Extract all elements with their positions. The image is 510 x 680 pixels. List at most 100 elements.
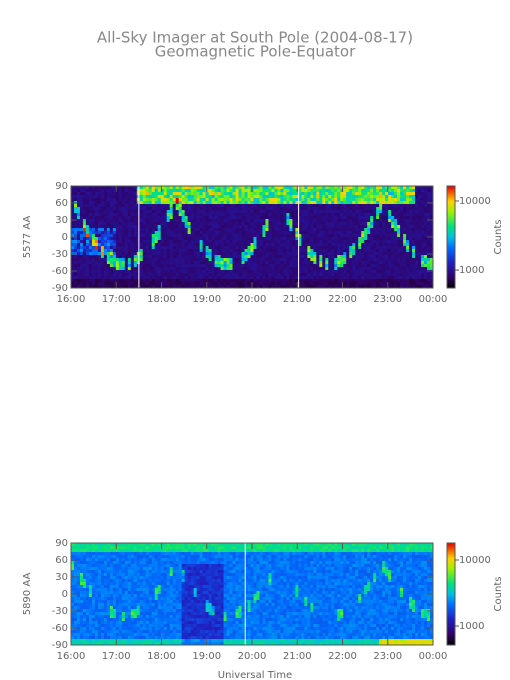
heatmap-cell [226, 267, 231, 271]
heatmap-cell [283, 249, 287, 253]
heatmap-cell [130, 261, 135, 265]
heatmap-cell [148, 219, 153, 223]
heatmap-cell [121, 588, 126, 592]
heatmap-cell [178, 234, 183, 238]
heatmap-cell [109, 234, 114, 238]
heatmap-cell [115, 273, 120, 277]
heatmap-cell [121, 204, 126, 208]
heatmap-cell [106, 627, 111, 631]
heatmap-cell [211, 282, 216, 286]
heatmap-cell [136, 612, 141, 616]
heatmap-cell [100, 624, 105, 628]
heatmap-cell [85, 570, 90, 574]
heatmap-cell [76, 228, 81, 232]
heatmap-cell [400, 201, 404, 205]
heatmap-cell [421, 198, 425, 202]
heatmap-cell [382, 273, 386, 277]
heatmap-cell [112, 603, 117, 607]
heatmap-cell [304, 216, 308, 220]
heatmap-cell [232, 249, 237, 253]
heatmap-cell [100, 285, 105, 289]
heatmap-cell [370, 276, 374, 280]
heatmap-cell [247, 249, 252, 253]
heatmap-cell [403, 228, 407, 232]
heatmap-cell [196, 255, 201, 259]
heatmap-cell [193, 234, 198, 238]
heatmap-cell [79, 237, 84, 241]
heatmap-cell [367, 240, 371, 244]
heatmap-cell [355, 207, 359, 211]
heatmap-cell [85, 642, 90, 646]
heatmap-cell [388, 264, 392, 268]
heatmap-cell [94, 270, 99, 274]
heatmap-cell [406, 210, 410, 214]
heatmap-cell [199, 249, 204, 253]
heatmap-cell [316, 222, 320, 226]
heatmap-cell [310, 189, 314, 193]
heatmap-cell [109, 615, 114, 619]
heatmap-cell [208, 285, 213, 289]
heatmap-cell [295, 273, 299, 277]
heatmap-cell [163, 216, 168, 220]
heatmap-cell [430, 192, 434, 196]
heatmap-cell [91, 576, 96, 580]
heatmap-cell [418, 219, 422, 223]
heatmap-cell [325, 192, 329, 196]
heatmap-cell [223, 282, 228, 286]
heatmap-cell [130, 639, 135, 643]
heatmap-cell [115, 552, 120, 556]
heatmap-cell [418, 246, 422, 250]
heatmap-cell [292, 279, 296, 283]
heatmap-cell [232, 234, 237, 238]
heatmap-cell [157, 207, 162, 211]
heatmap-cell [325, 216, 329, 220]
heatmap-cell [352, 261, 356, 265]
heatmap-cell [130, 237, 135, 241]
heatmap-cell [190, 243, 195, 247]
heatmap-cell [94, 606, 99, 610]
heatmap-cell [382, 276, 386, 280]
heatmap-cell [71, 231, 75, 235]
heatmap-cell [76, 231, 81, 235]
heatmap-cell [133, 195, 138, 199]
heatmap-cell [247, 258, 252, 262]
heatmap-cell [91, 627, 96, 631]
heatmap-cell [331, 186, 335, 190]
heatmap-cell [97, 558, 102, 562]
heatmap-cell [373, 240, 377, 244]
heatmap-cell [292, 255, 296, 259]
heatmap-cell [124, 579, 129, 583]
heatmap-cell [118, 636, 123, 640]
heatmap-cell [124, 201, 129, 205]
heatmap-cell [298, 246, 302, 250]
heatmap-cell [283, 285, 287, 289]
heatmap-cell [223, 204, 228, 208]
heatmap-cell [136, 591, 141, 595]
heatmap-cell [292, 240, 296, 244]
heatmap-cell [121, 192, 126, 196]
heatmap-cell [181, 276, 186, 280]
heatmap-cell [385, 273, 389, 277]
heatmap-cell [427, 225, 431, 229]
heatmap-cell [415, 225, 419, 229]
heatmap-cell [88, 615, 93, 619]
heatmap-cell [286, 189, 290, 193]
heatmap-cell [247, 237, 252, 241]
heatmap-cell [259, 276, 263, 280]
heatmap-cell [370, 204, 374, 208]
heatmap-cell [112, 543, 117, 547]
heatmap-cell [106, 606, 111, 610]
heatmap-cell [175, 219, 180, 223]
heatmap-cell [121, 582, 126, 586]
heatmap-cell [106, 285, 111, 289]
heatmap-cell [109, 285, 114, 289]
heatmap-cell [274, 264, 278, 268]
heatmap-cell [259, 282, 263, 286]
heatmap-cell [334, 234, 338, 238]
heatmap-cell [307, 264, 311, 268]
heatmap-cell [355, 282, 359, 286]
heatmap-cell [376, 285, 380, 289]
heatmap-cell [85, 264, 90, 268]
heatmap-cell [205, 234, 210, 238]
heatmap-cell [166, 270, 171, 274]
